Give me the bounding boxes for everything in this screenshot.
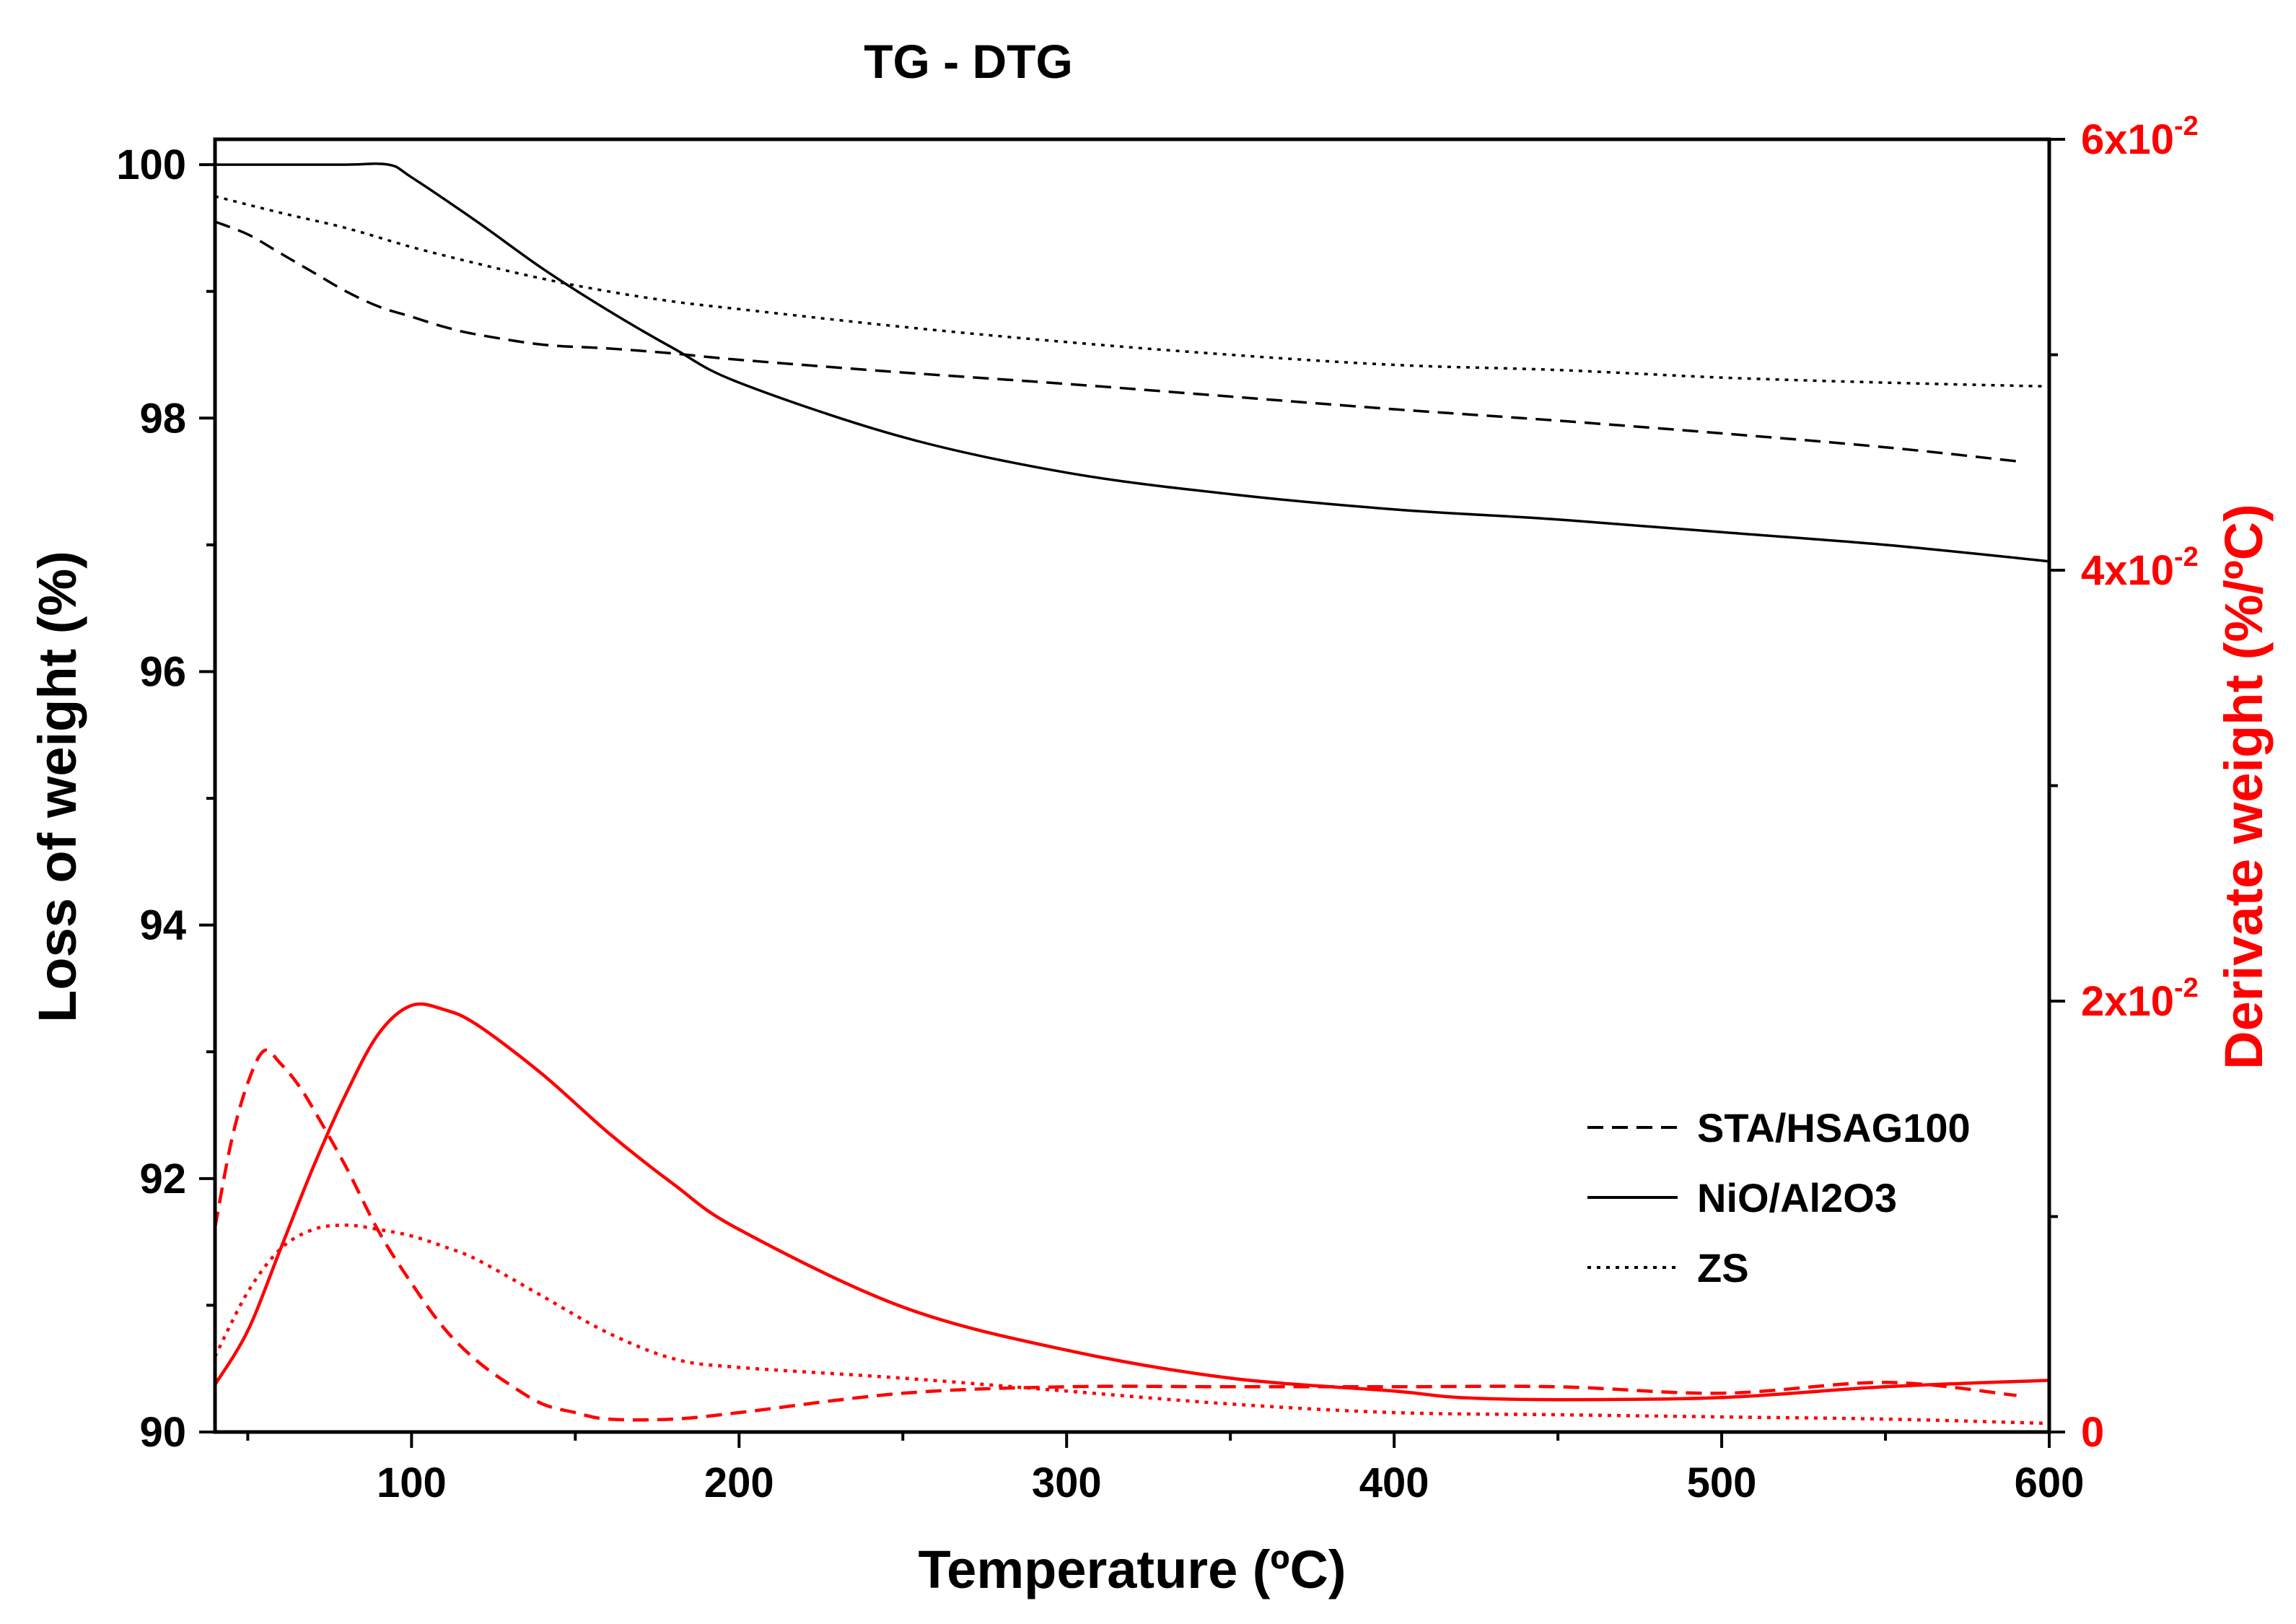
y-tick-label: 90: [139, 1409, 186, 1456]
plot-frame: [213, 137, 2051, 1434]
y2-axis-label: Derivate weight (%/ºC): [2214, 504, 2274, 1070]
series-line-nio-al2o3-tg: [215, 162, 2050, 563]
x-tick-label: 400: [1359, 1459, 1429, 1506]
right-y-axis: 0 2x10-2 4x10-2 6x10-2: [2049, 111, 2199, 1456]
y-tick-label: 98: [139, 395, 186, 442]
series-line-sta-hsag100-dtg-dtg: [213, 1048, 2017, 1422]
legend-label: STA/HSAG100: [1697, 1105, 1971, 1151]
series-line-sta-hsag100-tg: [214, 220, 2017, 463]
y2-tick-label: 6x10-2: [2081, 111, 2199, 163]
y-tick-label: 94: [139, 902, 186, 949]
x-tick-label: 200: [704, 1459, 774, 1506]
legend-label: ZS: [1697, 1245, 1749, 1291]
y-tick-label: 100: [116, 141, 186, 188]
series-line-nio-al2o3-dtg-dtg: [214, 1002, 2050, 1402]
y2-tick-label: 0: [2081, 1409, 2104, 1456]
legend: STA/HSAG100 NiO/Al2O3 ZS: [1587, 1105, 1971, 1291]
x-axis-label: Temperature (ºC): [918, 1540, 1346, 1599]
plot-area: [213, 162, 2050, 1426]
x-tick-label: 300: [1032, 1459, 1102, 1506]
y-tick-label: 92: [139, 1156, 186, 1202]
x-tick-label: 500: [1687, 1459, 1757, 1506]
x-axis: 100 200 300 400 500 600: [246, 1432, 2085, 1506]
left-y-axis: 90 92 94 96 98 100: [116, 141, 215, 1456]
x-tick-label: 100: [377, 1459, 447, 1506]
series-line-zs-tg: [214, 195, 2050, 388]
y2-tick-label: 2x10-2: [2081, 973, 2199, 1025]
y-axis-label: Loss of weight (%): [27, 551, 87, 1023]
legend-label: NiO/Al2O3: [1697, 1175, 1897, 1221]
y-tick-label: 96: [139, 648, 186, 695]
y2-tick-label: 4x10-2: [2081, 542, 2199, 594]
x-tick-label: 600: [2015, 1459, 2085, 1506]
chart-title: TG - DTG: [864, 35, 1073, 88]
